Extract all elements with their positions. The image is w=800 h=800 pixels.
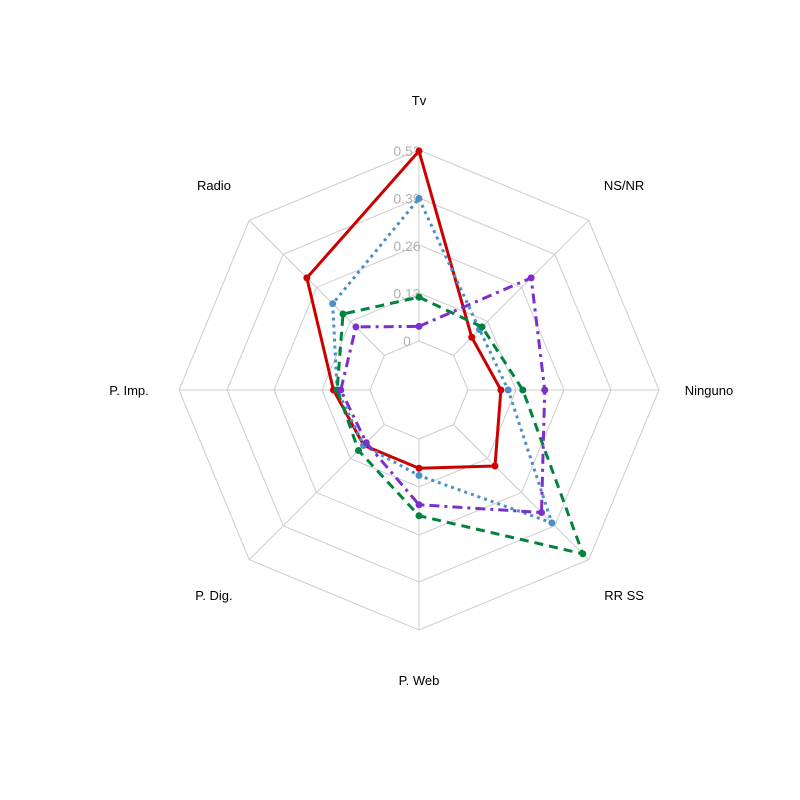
tick-layer: 00.130.260.390.52	[393, 143, 420, 349]
tick-label: 0	[403, 333, 411, 349]
series-1-point-4	[415, 472, 423, 480]
spoke-3	[453, 424, 590, 561]
axis-label-2: Ninguno	[685, 383, 733, 398]
axis-label-layer: Tv NS/NR Ninguno RR SS P. Web P. Dig. P. Imp. R…	[109, 93, 733, 688]
spoke-7	[248, 219, 385, 356]
series-0-point-7	[303, 274, 311, 282]
series-2-point-0	[415, 293, 423, 301]
series-3-point-1	[527, 274, 535, 282]
axis-label-4: P. Web	[399, 673, 440, 688]
series-1-point-0	[415, 195, 423, 202]
series-2-point-2	[519, 386, 527, 394]
series-layer	[303, 147, 587, 558]
series-line-1	[331, 197, 554, 525]
series-line-2	[335, 295, 585, 556]
series-3-point-4	[415, 501, 423, 509]
axis-label-3: RR SS	[604, 588, 644, 603]
tick-label: 0.13	[393, 286, 420, 302]
series-1-point-2	[504, 386, 512, 394]
series-3-point-6	[337, 386, 345, 394]
series-0-point-1	[468, 333, 476, 341]
series-3-point-3	[537, 508, 545, 516]
tick-label: 0.26	[393, 238, 420, 254]
series-3-point-0	[415, 322, 423, 330]
series-3-point-5	[362, 439, 370, 447]
axis-label-0: Tv	[412, 93, 427, 108]
series-0-point-0	[415, 147, 423, 155]
spoke-1	[453, 219, 590, 356]
series-3-point-7	[352, 323, 360, 331]
series-2-point-4	[415, 512, 423, 520]
series-0-point-3	[491, 462, 499, 470]
axis-label-6: P. Imp.	[109, 383, 149, 398]
series-0-point-4	[415, 464, 423, 472]
series-0-point-2	[497, 386, 505, 394]
series-2-point-1	[478, 323, 486, 331]
grid-ring-0	[369, 340, 469, 440]
axis-label-7: Radio	[197, 178, 231, 193]
series-1-point-7	[329, 300, 337, 308]
series-1-point-3	[548, 519, 556, 527]
series-2-point-3	[579, 550, 587, 558]
axis-label-1: NS/NR	[604, 178, 644, 193]
series-3-point-2	[541, 386, 549, 394]
series-2-point-5	[355, 446, 363, 454]
tick-label: 0.39	[393, 191, 420, 207]
grid-layer	[178, 149, 660, 631]
series-2-point-7	[339, 310, 347, 318]
axis-label-5: P. Dig.	[195, 588, 232, 603]
